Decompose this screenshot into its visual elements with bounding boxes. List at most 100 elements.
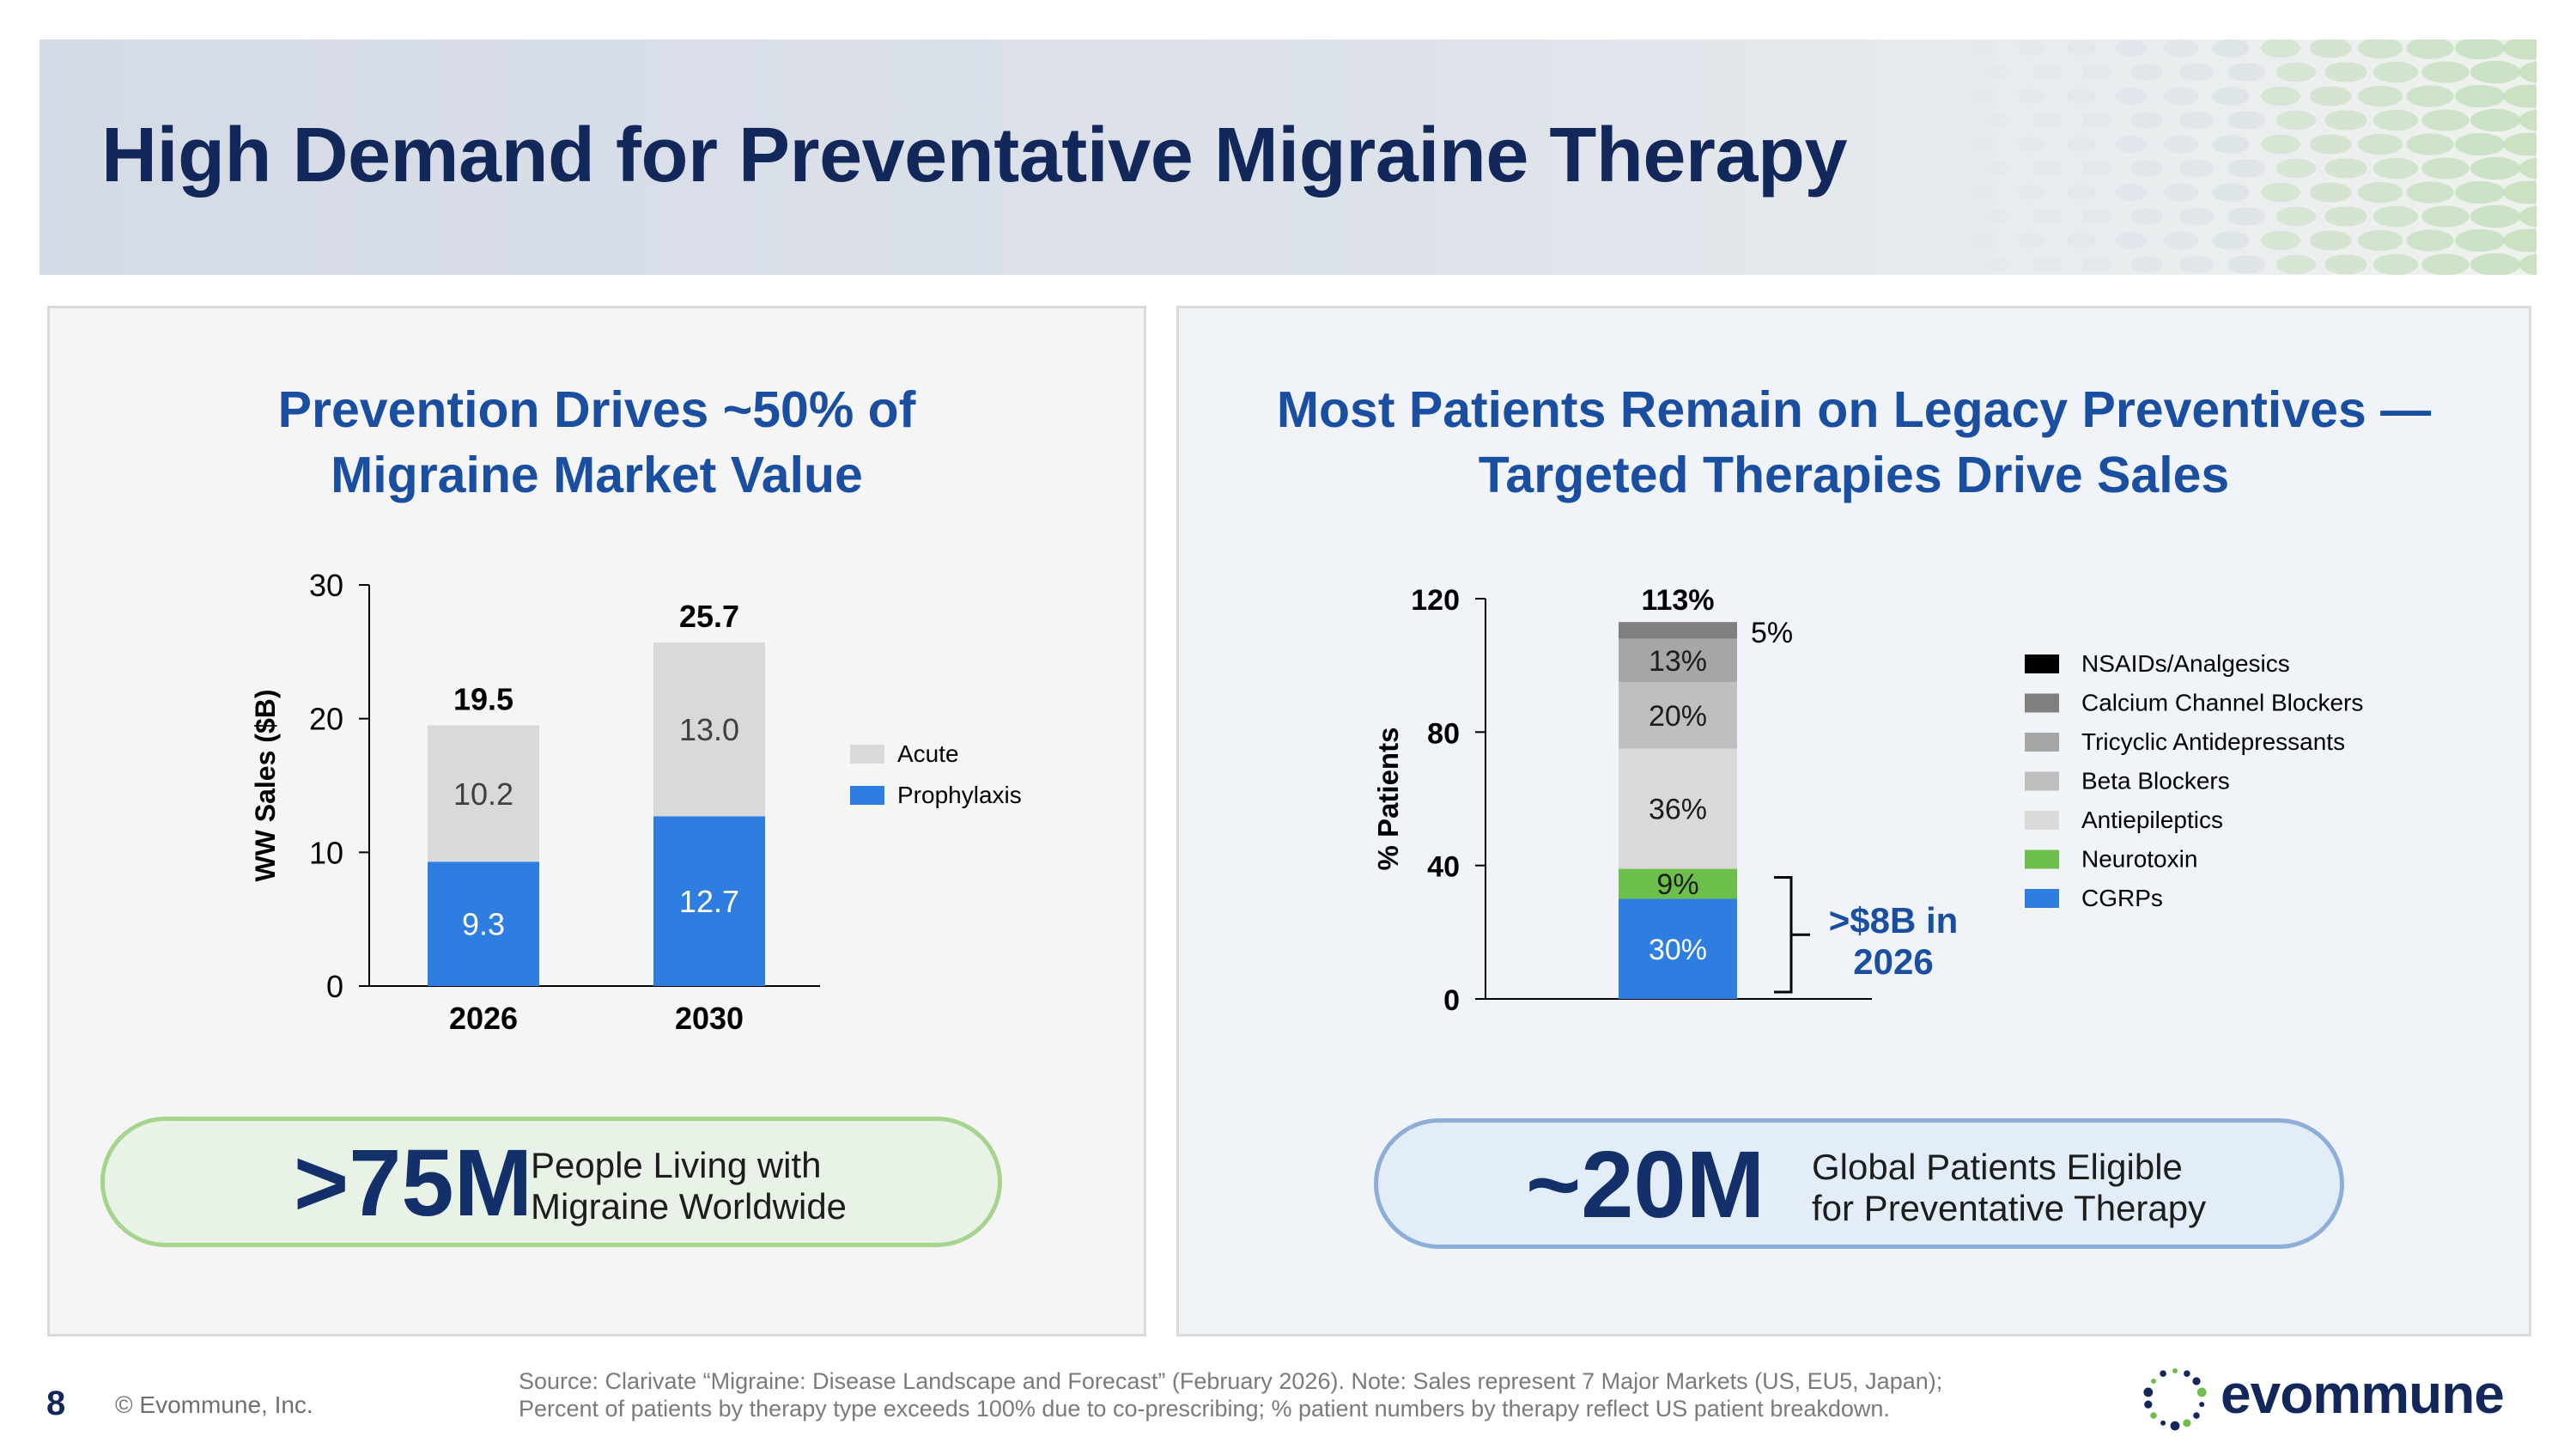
decor-dot xyxy=(2470,204,2521,228)
decor-dot xyxy=(2454,180,2506,204)
decor-dot xyxy=(2503,84,2537,108)
decor-dot xyxy=(2357,133,2403,155)
decor-dot xyxy=(2518,109,2537,131)
decor-dot xyxy=(2372,253,2419,275)
decor-dot xyxy=(2470,60,2521,84)
logo-dot xyxy=(2150,1412,2157,1419)
decor-dot xyxy=(2357,85,2403,107)
decor-dot xyxy=(2115,232,2148,249)
decor-dot xyxy=(2033,209,2061,224)
decor-dot xyxy=(1969,40,1995,56)
decor-dot xyxy=(2260,182,2301,203)
decor-dot xyxy=(1984,257,2010,272)
decor-dot xyxy=(2406,85,2454,107)
decor-dot xyxy=(2115,184,2148,201)
decor-dot xyxy=(2115,136,2148,153)
decor-dot xyxy=(2324,110,2367,131)
decor-dot xyxy=(2130,256,2163,273)
logo-wordmark: evommune xyxy=(2221,1363,2505,1425)
decor-dot xyxy=(2081,112,2112,129)
decor-dot xyxy=(1969,233,1995,248)
decor-dot xyxy=(2033,113,2061,128)
decor-dot xyxy=(1984,209,2010,224)
decor-dot xyxy=(2081,160,2112,177)
logo-dot-ring-icon xyxy=(2143,1368,2207,1431)
decor-dot xyxy=(2227,207,2265,226)
panel-title-line: Prevention Drives ~50% of xyxy=(277,381,916,438)
decor-dot xyxy=(2372,157,2419,180)
decor-dot xyxy=(2260,86,2301,107)
decor-dot xyxy=(2421,157,2470,180)
decor-dot xyxy=(2470,253,2521,275)
decor-dot xyxy=(2357,181,2403,204)
decor-dot xyxy=(2178,63,2215,82)
decor-dot xyxy=(2454,84,2506,108)
decor-dot xyxy=(2212,135,2250,154)
decor-dot xyxy=(2178,159,2215,178)
logo-dot xyxy=(2144,1400,2153,1409)
decor-dot xyxy=(2163,87,2199,106)
decor-dot xyxy=(2275,158,2317,179)
decor-dot xyxy=(2503,180,2537,204)
decor-dot xyxy=(2227,63,2265,82)
company-logo: evommune xyxy=(2136,1362,2540,1431)
decor-dot xyxy=(2260,40,2301,58)
logo-dot xyxy=(2170,1421,2180,1431)
stat-value: >75M xyxy=(294,1130,533,1236)
decor-dot xyxy=(2309,40,2352,58)
stat-description-line: for Preventative Therapy xyxy=(1812,1188,2207,1228)
title-banner: High Demand for Preventative Migraine Th… xyxy=(39,40,2537,275)
decor-dot xyxy=(2178,255,2215,274)
slide-title: High Demand for Preventative Migraine Th… xyxy=(101,113,1848,198)
decor-dot xyxy=(2275,206,2317,227)
decor-dot xyxy=(2309,230,2352,251)
dot-pattern-decoration xyxy=(1969,40,2537,275)
patient-share-panel-title: Most Patients Remain on Legacy Preventiv… xyxy=(1179,377,2529,508)
decor-dot xyxy=(2163,40,2199,58)
decor-dot xyxy=(2227,159,2265,178)
logo-dot xyxy=(2151,1379,2156,1384)
decor-dot xyxy=(2357,40,2403,59)
decor-dot xyxy=(2324,206,2367,227)
decor-dot xyxy=(2066,184,2097,201)
decor-dot xyxy=(2324,254,2367,275)
decor-dot xyxy=(2066,88,2097,105)
decor-dot xyxy=(2503,132,2537,156)
decor-dot xyxy=(2081,208,2112,225)
decor-dot xyxy=(2518,61,2537,83)
decor-dot xyxy=(2503,228,2537,253)
decor-dot xyxy=(2130,208,2163,225)
decor-dot xyxy=(2275,62,2317,82)
stat-value: ~20M xyxy=(1526,1132,1765,1238)
decor-dot xyxy=(2163,231,2199,250)
panel-title-line: Targeted Therapies Drive Sales xyxy=(1478,447,2230,503)
decor-dot xyxy=(2033,64,2061,80)
decor-dot xyxy=(2178,111,2215,130)
decor-dot xyxy=(1984,64,2010,80)
decor-dot xyxy=(2518,253,2537,275)
decor-dot xyxy=(2421,205,2470,228)
decor-dot xyxy=(2033,257,2061,272)
decor-dot xyxy=(2212,183,2250,202)
stat-description-line: People Living with xyxy=(531,1145,822,1185)
decor-dot xyxy=(2212,40,2250,58)
logo-dot xyxy=(2143,1387,2154,1397)
decor-dot xyxy=(2421,253,2470,275)
logo-dot xyxy=(2160,1370,2166,1377)
decor-dot xyxy=(2115,88,2148,105)
decor-dot xyxy=(2518,157,2537,180)
logo-dot xyxy=(2184,1370,2190,1377)
decor-dot xyxy=(2018,233,2045,248)
decor-dot xyxy=(2260,134,2301,155)
page-number: 8 xyxy=(46,1385,66,1422)
copyright-notice: © Evommune, Inc. xyxy=(115,1391,313,1418)
decor-dot xyxy=(2033,161,2061,176)
decor-dot xyxy=(2081,64,2112,81)
decor-dot xyxy=(1984,161,2010,176)
decor-dot xyxy=(2227,255,2265,274)
stat-description: People Living with Migraine Worldwide xyxy=(531,1145,847,1227)
decor-dot xyxy=(2018,137,2045,152)
decor-dot xyxy=(1984,113,2010,128)
decor-dot xyxy=(2275,254,2317,275)
decor-dot xyxy=(2130,64,2163,81)
